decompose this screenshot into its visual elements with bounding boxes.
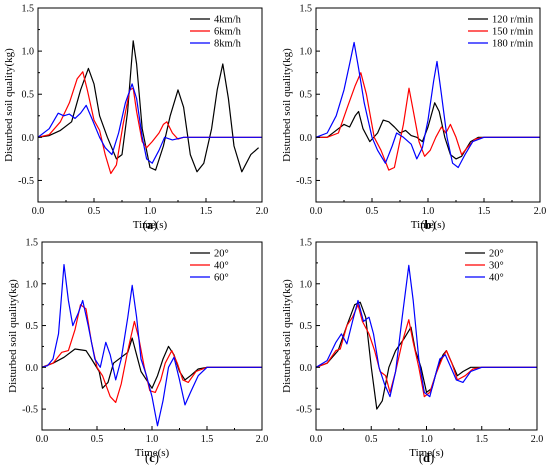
plot-frame: [41, 241, 263, 431]
y-tick-label: 1.5: [300, 4, 313, 15]
x-tick-label: 2.0: [256, 434, 269, 445]
y-axis-label: Disturbed soil quality(kg): [7, 279, 19, 393]
y-tick-label: 0.0: [22, 133, 35, 144]
legend-label: 60°: [214, 273, 229, 284]
x-tick-label: 1.0: [422, 206, 435, 217]
x-axis-label: Time(s): [135, 447, 170, 459]
y-tick-label: 1.0: [300, 47, 313, 58]
series-line-1: [38, 40, 259, 173]
y-tick-label: 1.0: [22, 47, 35, 58]
x-axis-label: Time(s): [409, 447, 444, 459]
series-line-3: [42, 264, 262, 427]
x-tick-label: 0.5: [88, 206, 101, 217]
x-tick-label: 1.0: [420, 434, 433, 445]
x-tick-label: 2.0: [534, 206, 547, 217]
legend-label: 30°: [489, 261, 504, 272]
chart-panel-d: 0.0 0.5 1.0 1.5 2.0 -0.5 0.0 0.5 1.0 1.5 Time(s) Di…: [281, 238, 543, 466]
x-tick-label: 1.5: [476, 434, 489, 445]
x-tick-label: 0.0: [310, 206, 323, 217]
legend-label: 20°: [214, 249, 229, 260]
x-tick-label: 1.5: [200, 206, 213, 217]
y-tick-label: 0.0: [300, 133, 313, 144]
legend-label: 120 r/min: [492, 15, 534, 26]
y-tick-label: 0.5: [300, 321, 313, 332]
panel-label: (c): [145, 451, 159, 465]
x-tick-label: 0.0: [310, 434, 323, 445]
legend-label: 8km/h: [214, 39, 242, 50]
x-tick-label: 1.0: [146, 434, 159, 445]
x-tick-label: 2.0: [256, 206, 269, 217]
chart-panel-c: 0.0 0.5 1.0 1.5 2.0 -0.5 0.0 0.5 1.0 1.5 Time(s) Di…: [7, 238, 268, 466]
panel-label: (a): [143, 218, 158, 232]
series-line-1: [316, 102, 540, 160]
legend: 20°30°40°: [465, 249, 504, 284]
legend-label: 40°: [489, 273, 504, 284]
series-line-1: [316, 301, 537, 410]
y-tick-label: 0.5: [22, 90, 35, 101]
series-line-1: [42, 337, 262, 389]
y-axis-label: Disturbed soil quality(kg): [281, 279, 293, 393]
y-tick-label: -0.5: [296, 405, 312, 416]
y-tick-label: -0.5: [296, 176, 312, 187]
x-tick-label: 1.5: [201, 434, 214, 445]
x-tick-label: 0.5: [91, 434, 104, 445]
y-axis-label: Disturbed soil quality(kg): [3, 48, 15, 162]
y-tick-label: 1.5: [26, 238, 39, 249]
legend-label: 20°: [489, 249, 504, 260]
legend-label: 6km/h: [214, 27, 242, 38]
y-tick-label: -0.5: [22, 405, 38, 416]
y-tick-label: 1.0: [26, 279, 39, 290]
x-tick-label: 1.0: [144, 206, 157, 217]
y-tick-label: 0.0: [300, 363, 313, 374]
x-axis-label: Time(s): [133, 219, 168, 231]
y-tick-label: 0.5: [300, 90, 313, 101]
series-line-3: [316, 41, 540, 169]
x-tick-label: 0.0: [32, 206, 45, 217]
y-axis-label: Disturbed soil quality(kg): [281, 48, 293, 162]
y-tick-label: 1.0: [300, 279, 313, 290]
legend: 20°40°60°: [190, 249, 229, 284]
series-line-2: [316, 304, 537, 398]
y-tick-label: 1.5: [22, 4, 35, 15]
y-tick-label: 1.5: [300, 238, 313, 249]
y-tick-label: 0.0: [26, 363, 39, 374]
y-tick-label: 0.5: [26, 321, 39, 332]
chart-panel-b: 0.0 0.5 1.0 1.5 2.0 -0.5 0.0 0.5 1.0 1.5 Time(s) Di…: [281, 4, 546, 233]
series-line-2: [42, 304, 262, 403]
legend-label: 4km/h: [214, 15, 242, 26]
legend-label: 180 r/min: [492, 39, 534, 50]
series-line-2: [38, 71, 262, 175]
x-tick-label: 0.0: [36, 434, 49, 445]
chart-panel-a: 0.0 0.5 1.0 1.5 2.0 -0.5 0.0 0.5 1.0 1.5 Time(s) Di…: [3, 4, 268, 233]
legend-label: 40°: [214, 261, 229, 272]
panel-label: (b): [420, 218, 435, 232]
x-tick-label: 2.0: [531, 434, 544, 445]
series-line-3: [38, 83, 262, 164]
panel-label: (d): [419, 451, 434, 465]
x-axis-label: Time(s): [411, 219, 446, 231]
series-line-2: [316, 72, 540, 171]
x-tick-label: 0.5: [366, 206, 379, 217]
y-tick-label: -0.5: [18, 176, 34, 187]
series-line-3: [316, 264, 537, 398]
x-tick-label: 1.5: [478, 206, 491, 217]
x-tick-label: 0.5: [365, 434, 378, 445]
legend-label: 150 r/min: [492, 27, 534, 38]
